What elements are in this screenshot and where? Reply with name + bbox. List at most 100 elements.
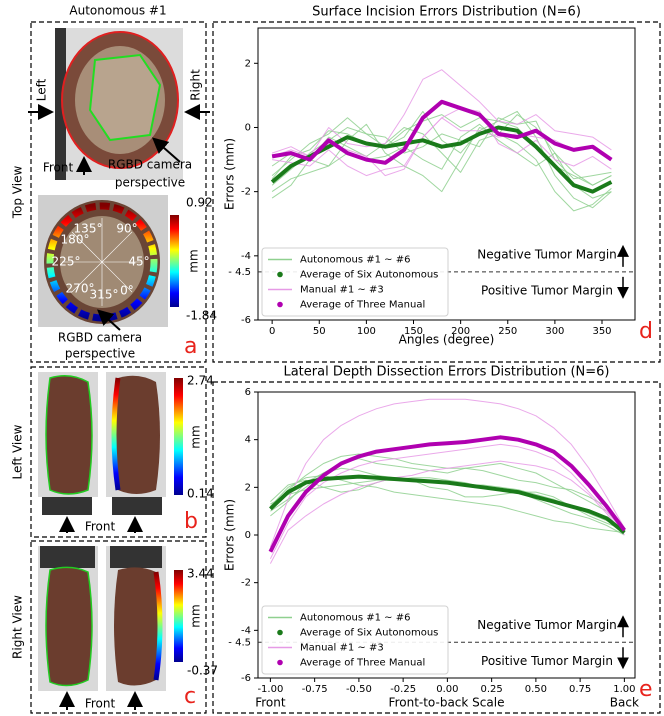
threshold-label: - 4.5 [228,267,251,278]
panel-box [212,381,661,714]
panel-letter: e [639,677,653,702]
x-tick-label: 350 [592,326,611,337]
panel-box [30,21,207,363]
y-tick-label: -2 [241,578,251,589]
x-tick-label: 0 [269,326,275,337]
photo-label: RGBD camera [108,158,192,172]
series-line [270,125,613,194]
annotation: Positive Tumor Margin [481,654,613,668]
angle-label: 45° [128,255,149,269]
photo-label: Front [43,161,74,175]
legend-marker [277,271,283,278]
series-line [271,110,612,209]
photo-label: perspective [65,347,135,361]
angle-label: 0° [120,284,134,298]
angle-label: 135° [74,222,103,236]
legend-label: Average of Three Manual [300,300,425,311]
legend-marker [277,301,283,308]
legend-marker [277,629,283,636]
photo [38,546,183,710]
view-label: Left View [11,424,25,479]
series-line [271,117,612,177]
colorbar-label: 0.14 [187,487,214,501]
photo-label: perspective [115,176,185,190]
panel-letter: b [184,509,198,534]
angle-label: 270° [66,282,95,296]
series-line [271,114,612,199]
legend-label: Autonomous #1 ~ #6 [300,255,410,266]
angle-label: 180° [61,233,90,247]
x-tick-label: 50 [313,326,326,337]
series-line [271,99,613,165]
colorbar-unit: mm [189,604,203,627]
annotation: Positive Tumor Margin [481,283,613,297]
legend-marker [277,659,283,666]
view-label: Top View [11,166,25,220]
photo-label: Right [189,69,203,101]
x-tick-label: 200 [451,326,470,337]
series-line [269,460,625,564]
colorbar-unit: mm [189,425,203,448]
y-tick-label: -2 [241,187,251,198]
y-axis-label: Errors (mm) [223,138,237,210]
x-tick-label: 300 [545,326,564,337]
legend-label: Manual #1 ~ #3 [300,285,384,296]
panel-box [30,540,207,714]
x-axis-end-label: Back [610,696,639,710]
panel-letter: d [639,319,653,344]
y-tick-label: 0 [245,530,251,541]
x-tick-label: 0.50 [525,684,547,695]
legend-label: Average of Six Autonomous [300,270,438,281]
series-line [269,474,626,535]
series-line [270,477,625,536]
angle-label: 90° [116,222,137,236]
colorbar-label: -1.84 [186,309,217,323]
y-tick-label: 4 [245,435,251,446]
legend-label: Manual #1 ~ #3 [300,643,384,654]
y-tick-label: 2 [245,58,251,69]
x-tick-label: 250 [498,326,517,337]
x-tick-label: 0.00 [436,684,458,695]
legend-label: Average of Six Autonomous [300,628,438,639]
y-tick-label: 0 [245,122,251,133]
photo-label: Front [85,697,116,711]
angle-label: 315° [90,288,119,302]
x-tick-label: 150 [404,326,423,337]
colorbar-label: 3.44 [187,567,214,581]
angle-label: 225° [52,255,81,269]
x-tick-label: 0.25 [481,684,503,695]
x-axis-label: Angles (degree) [399,333,495,347]
series-line [269,398,625,548]
view-label: Right View [11,595,25,659]
legend-label: Average of Three Manual [300,658,425,669]
panel-box [212,21,661,363]
annotation: Negative Tumor Margin [477,247,617,261]
threshold-label: - 4.5 [228,637,251,648]
photo-label: Left [35,78,49,101]
legend-label: Autonomous #1 ~ #6 [300,613,410,624]
y-tick-label: -6 [241,673,251,684]
colorbar-label: -0.37 [187,664,218,678]
colorbar-unit: mm [187,249,201,272]
x-tick-label: 1.00 [613,684,635,695]
y-tick-label: -4 [241,251,251,262]
legend-box [261,605,449,675]
series-line [268,435,627,553]
x-axis-label: Front-to-back Scale [389,696,505,710]
series-line [271,69,612,157]
panel-box [30,366,207,538]
photo-label: RGBD camera [58,331,142,345]
panel-letter: c [184,684,196,709]
photo [38,195,179,331]
chart-title: Surface Incision Errors Distribution (N=… [312,5,581,20]
photo-label: Front [85,520,116,534]
x-axis-end-label: Front [255,696,286,710]
legend-box [261,247,449,317]
x-tick-label: -0.50 [346,684,372,695]
x-tick-label: -1.00 [257,684,283,695]
series-line [271,127,612,212]
colorbar-label: 2.74 [187,374,214,388]
y-tick-label: 2 [245,482,251,493]
y-axis-label: Errors (mm) [223,499,237,571]
